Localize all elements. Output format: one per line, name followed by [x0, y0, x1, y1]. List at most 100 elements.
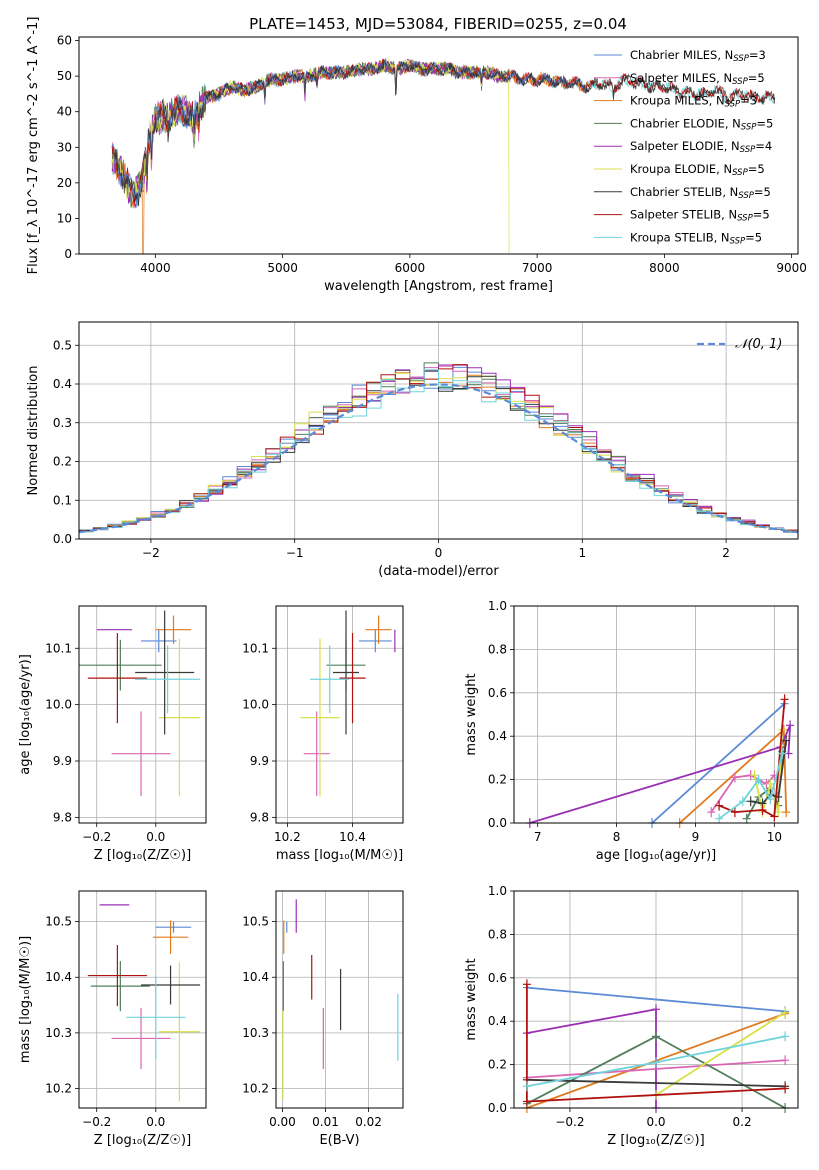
- axes-frame: [513, 890, 799, 1109]
- y-tick-label: 10.4: [242, 970, 269, 984]
- x-tick-label: 7000: [522, 261, 553, 275]
- x-tick-label: 0.0: [146, 830, 165, 844]
- y-tick-label: 50: [57, 69, 72, 83]
- y-axis-label: age [log₁₀(age/yr)]: [18, 654, 33, 775]
- y-tick-label: 10.1: [45, 641, 72, 655]
- ebv-mass-axes: 0.00 0.01 0.02 10.2 10.3 10.4 10.5 E(B-V): [242, 890, 404, 1148]
- y-tick-label: 10.2: [242, 1082, 269, 1096]
- y-tick-label: 10.3: [242, 1026, 269, 1040]
- y-tick-label: 0.5: [53, 338, 72, 352]
- x-tick-label: 0.2: [733, 1115, 752, 1129]
- x-tick-label: 0.0: [146, 1115, 165, 1129]
- legend-label: Kroupa ELODIE, N: [630, 162, 732, 176]
- x-tick-label: 10.2: [274, 830, 301, 844]
- x-tick-label: −2: [142, 546, 160, 560]
- y-tick-label: 0.6: [488, 971, 507, 985]
- spectrum-series-dark: [111, 59, 776, 207]
- legend-label: Kroupa MILES, N: [630, 94, 725, 108]
- legend-entry: Chabrier ELODIE, NSSP=5: [630, 116, 773, 132]
- axes-frame: [78, 321, 799, 540]
- y-tick-label: 0.3: [53, 416, 72, 430]
- legend-subscript: SSP: [733, 54, 749, 64]
- age-weight-axes: 7 8 9 10 0.0 0.2 0.4 0.6 0.8 1.0 age [log₁₀(age/yr…: [464, 599, 799, 863]
- legend-entry: Kroupa MILES, NSSP=3: [630, 94, 757, 110]
- legend-label: Chabrier ELODIE, N: [630, 116, 741, 130]
- x-tick-label: 7: [534, 830, 542, 844]
- legend-n: =4: [755, 139, 772, 153]
- y-tick-label: 10.5: [242, 915, 269, 929]
- y-tick-label: 1.0: [488, 599, 507, 613]
- axes-frame: [513, 605, 799, 824]
- legend-entry: Chabrier MILES, NSSP=3: [630, 48, 766, 64]
- y-tick-label: 0.4: [488, 1014, 507, 1028]
- x-tick-label: 9: [692, 830, 700, 844]
- legend-label: Salpeter STELIB, N: [630, 208, 737, 222]
- legend-subscript: SSP: [732, 77, 748, 87]
- x-tick-label: 8: [613, 830, 621, 844]
- legend-n: =5: [753, 208, 770, 222]
- x-tick-label: 5000: [267, 261, 298, 275]
- legend-subscript: SSP: [737, 214, 753, 224]
- y-tick-label: 0.4: [488, 729, 507, 743]
- legend-label: Salpeter ELODIE, N: [630, 139, 740, 153]
- legend-entry: Salpeter ELODIE, NSSP=4: [630, 139, 772, 155]
- legend-subscript: SSP: [730, 236, 746, 246]
- mass-age-axes: 10.2 10.4 9.8 9.9 10.0 10.1 mass [log₁₀(M/M☉)]: [242, 605, 404, 863]
- legend-n: =5: [745, 230, 762, 244]
- y-tick-label: 0.2: [53, 455, 72, 469]
- y-tick-label: 0: [64, 247, 72, 261]
- x-tick-label: 2: [722, 546, 730, 560]
- y-tick-label: 10: [57, 211, 72, 225]
- y-axis-label: mass weight: [464, 673, 479, 755]
- legend-subscript: SSP: [725, 100, 741, 110]
- legend-label: Kroupa STELIB, N: [630, 230, 730, 244]
- legend-entry: 𝒩(0, 1): [735, 337, 782, 352]
- x-tick-label: 4000: [140, 261, 171, 275]
- legend-subscript: SSP: [741, 122, 757, 132]
- y-tick-label: 0.2: [488, 1058, 507, 1072]
- y-axis-label: mass weight: [464, 958, 479, 1040]
- histogram-cyan: [79, 369, 798, 533]
- y-tick-label: 10.3: [45, 1026, 72, 1040]
- x-tick-label: −0.2: [82, 1115, 111, 1129]
- spectrum-series-blue: [111, 58, 589, 208]
- x-axis-label: Z [log₁₀(Z/Z☉)]: [94, 1133, 191, 1148]
- weight-line-dark: [526, 1078, 786, 1088]
- legend-subscript: SSP: [740, 145, 756, 155]
- weight-line-yellow: [655, 1011, 786, 1096]
- z-age-axes: −0.2 0.0 9.8 9.9 10.0 10.1 Z [log₁₀(Z/Z☉)] age …: [18, 605, 207, 863]
- x-axis-label: age [log₁₀(age/yr)]: [596, 848, 717, 863]
- x-axis-label: Z [log₁₀(Z/Z☉)]: [94, 848, 191, 863]
- legend-entry: Kroupa STELIB, NSSP=5: [630, 230, 762, 246]
- y-tick-label: 1.0: [488, 884, 507, 898]
- y-tick-label: 0.6: [488, 686, 507, 700]
- x-axis-label: (data-model)/error: [378, 564, 499, 579]
- y-tick-label: 60: [57, 34, 72, 48]
- z-mass-axes: −0.2 0.0 10.2 10.3 10.4 10.5 Z [log₁₀(Z/Z☉)] ma…: [18, 890, 207, 1148]
- x-tick-label: −0.2: [555, 1115, 584, 1129]
- legend-label: Chabrier STELIB, N: [630, 185, 738, 199]
- y-axis-label: Flux [f_λ 10^-17 erg cm^-2 s^-1 A^-1]: [26, 17, 41, 275]
- x-tick-label: 0: [435, 546, 443, 560]
- legend-subscript: SSP: [738, 191, 754, 201]
- axes-frame: [78, 605, 207, 824]
- axes-frame: [275, 890, 404, 1109]
- x-axis-label: E(B-V): [319, 1133, 359, 1148]
- y-tick-label: 0.2: [488, 773, 507, 787]
- y-tick-label: 0.0: [488, 816, 507, 830]
- legend-entry: Kroupa ELODIE, NSSP=5: [630, 162, 765, 178]
- x-tick-label: 6000: [395, 261, 426, 275]
- x-axis-label: mass [log₁₀(M/M☉)]: [276, 848, 403, 863]
- x-tick-label: 9000: [776, 261, 807, 275]
- spectrum-series-orange: [111, 59, 589, 254]
- y-tick-label: 0.0: [53, 532, 72, 546]
- x-tick-label: 0.01: [312, 1115, 339, 1129]
- y-tick-label: 40: [57, 105, 72, 119]
- y-tick-label: 10.0: [45, 698, 72, 712]
- x-tick-label: −1: [286, 546, 304, 560]
- y-tick-label: 0.8: [488, 642, 507, 656]
- spectrum-series-yellow: [111, 59, 511, 254]
- residuals-axes: −2 −1 0 1 2 0.0 0.1 0.2 0.3 0.4 0.5 (data-model)/er…: [26, 321, 799, 579]
- x-tick-label: 10.4: [339, 830, 366, 844]
